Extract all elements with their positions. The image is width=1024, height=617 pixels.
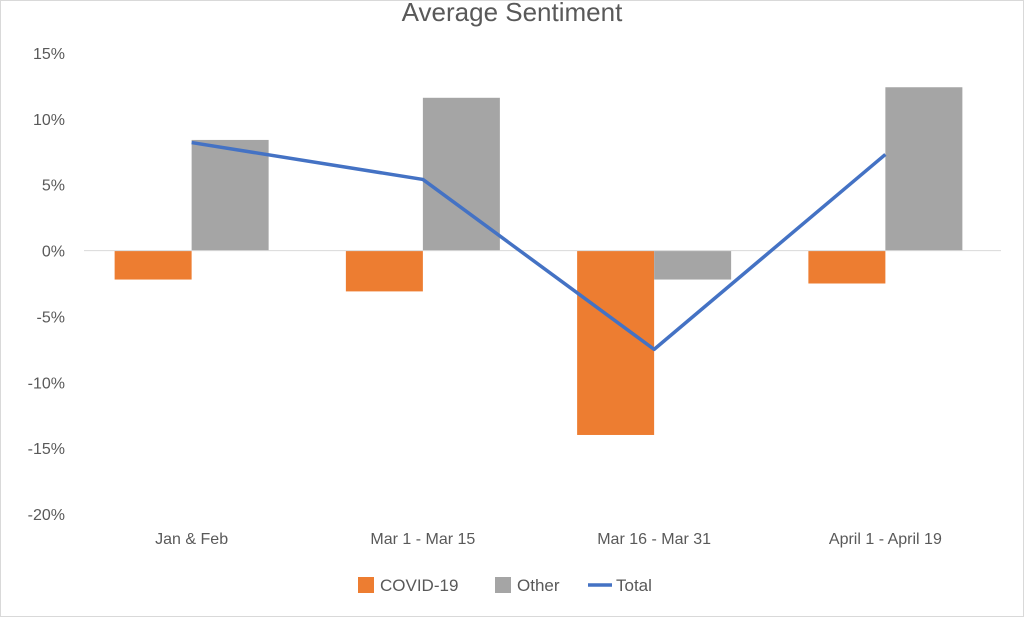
bar-other-3 [885, 87, 963, 251]
bar-other-0 [191, 139, 269, 251]
y-tick-label: 0% [42, 244, 65, 261]
y-tick-label: -10% [28, 375, 65, 392]
y-tick-label: -20% [28, 507, 65, 524]
chart-title: Average Sentiment [402, 1, 623, 27]
y-tick-label: 10% [33, 112, 65, 129]
total-line-series [191, 140, 887, 352]
line-total [191, 140, 887, 352]
legend-swatch-covid-19 [358, 577, 374, 593]
bar-covid-19-1 [345, 250, 423, 292]
bar-other-2 [654, 250, 732, 280]
bar-covid-19-0 [114, 250, 192, 280]
y-axis: 15% 10% 5% 0% -5% -10% -15% -20% [28, 46, 65, 524]
bar-covid-19-2 [577, 250, 655, 435]
x-tick-label: April 1 - April 19 [829, 531, 942, 548]
y-tick-label: -15% [28, 441, 65, 458]
legend: COVID-19 Other Total [358, 576, 652, 595]
x-tick-label: Mar 16 - Mar 31 [597, 531, 711, 548]
x-tick-label: Jan & Feb [155, 531, 228, 548]
legend-label-covid-19: COVID-19 [380, 576, 458, 595]
legend-label-total: Total [616, 576, 652, 595]
x-axis: Jan & Feb Mar 1 - Mar 15 Mar 16 - Mar 31 Ap… [155, 531, 942, 548]
bar-covid-19-3 [808, 250, 886, 284]
y-tick-label: 15% [33, 46, 65, 63]
y-tick-label: -5% [37, 309, 65, 326]
x-tick-label: Mar 1 - Mar 15 [370, 531, 475, 548]
y-tick-label: 5% [42, 178, 65, 195]
legend-swatch-other [495, 577, 511, 593]
legend-label-other: Other [517, 576, 560, 595]
bars [114, 87, 963, 435]
